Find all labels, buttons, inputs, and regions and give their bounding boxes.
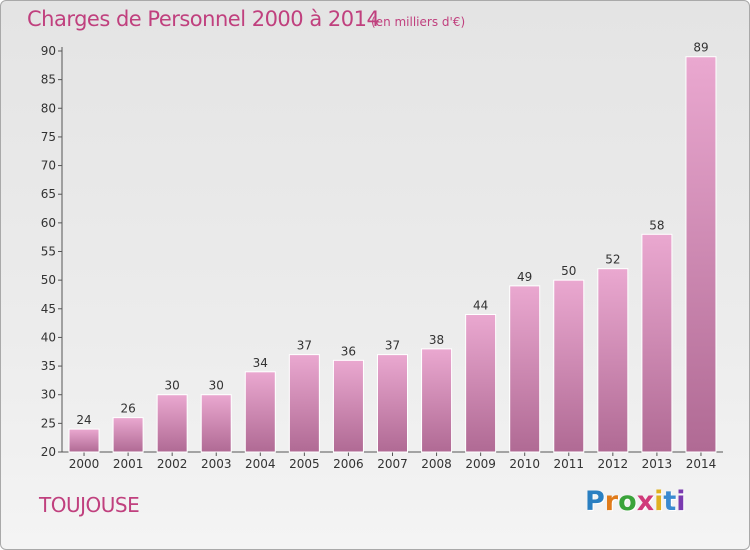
x-tick-label-2013: 2013 xyxy=(642,457,673,471)
value-label-2005: 37 xyxy=(297,339,312,353)
proxiti-logo: Proxiti xyxy=(585,486,686,517)
bar-2005 xyxy=(288,354,320,453)
x-tick-label-2009: 2009 xyxy=(465,457,496,471)
x-tick-label-2006: 2006 xyxy=(333,457,364,471)
logo-letter: t xyxy=(663,486,677,517)
location-name: TOUJOUSE xyxy=(39,493,140,517)
x-tick-label-2008: 2008 xyxy=(421,457,452,471)
chart-bars xyxy=(68,56,717,453)
bar-2008 xyxy=(421,348,453,453)
y-tick-label: 50 xyxy=(41,273,56,287)
y-tick-label: 85 xyxy=(41,73,56,87)
y-tick-label: 90 xyxy=(41,44,56,58)
bar-2014 xyxy=(685,56,717,453)
bar-2001 xyxy=(112,417,144,453)
x-tick-label-2000: 2000 xyxy=(69,457,100,471)
x-tick-label-2004: 2004 xyxy=(245,457,276,471)
y-tick-label: 35 xyxy=(41,359,56,373)
bar-2013 xyxy=(641,233,673,453)
bar-2011 xyxy=(553,279,585,453)
value-label-2004: 34 xyxy=(253,356,268,370)
bar-2000 xyxy=(68,428,100,453)
value-label-2007: 37 xyxy=(385,339,400,353)
bar-2002 xyxy=(156,394,188,453)
logo-letter: r xyxy=(604,486,619,517)
x-tick-label-2001: 2001 xyxy=(113,457,144,471)
logo-letter: P xyxy=(585,486,605,517)
value-label-2002: 30 xyxy=(165,379,180,393)
logo-letter: i xyxy=(676,486,686,517)
value-label-2000: 24 xyxy=(76,413,91,427)
value-label-2001: 26 xyxy=(120,402,135,416)
value-label-2014: 89 xyxy=(693,41,708,55)
y-tick-label: 45 xyxy=(41,302,56,316)
value-label-2006: 36 xyxy=(341,344,356,358)
logo-letter: i xyxy=(654,486,664,517)
y-tick-label: 30 xyxy=(41,388,56,402)
x-tick-label-2005: 2005 xyxy=(289,457,320,471)
value-label-2010: 49 xyxy=(517,270,532,284)
logo-letter: x xyxy=(636,486,655,517)
x-tick-label-2003: 2003 xyxy=(201,457,232,471)
value-label-2013: 58 xyxy=(649,218,664,232)
x-tick-label-2014: 2014 xyxy=(686,457,717,471)
value-label-2009: 44 xyxy=(473,299,488,313)
bar-2012 xyxy=(597,268,629,453)
y-tick-label: 65 xyxy=(41,187,56,201)
bar-2003 xyxy=(200,394,232,453)
value-label-2011: 50 xyxy=(561,264,576,278)
x-tick-label-2012: 2012 xyxy=(598,457,629,471)
chart-labels: 20 25 30 35 40 45 50 55 60 65 70 75 80 85 90 24 2000 26 20… xyxy=(41,41,717,471)
bar-2007 xyxy=(377,354,408,453)
bar-2010 xyxy=(509,285,541,453)
y-tick-label: 70 xyxy=(41,159,56,173)
y-tick-label: 40 xyxy=(41,330,56,344)
y-tick-label: 25 xyxy=(41,416,56,430)
x-tick-label-2002: 2002 xyxy=(157,457,188,471)
logo-letter: o xyxy=(618,486,637,517)
chart-title: Charges de Personnel 2000 à 2014 xyxy=(27,7,380,31)
y-tick-label: 60 xyxy=(41,216,56,230)
y-tick-label: 55 xyxy=(41,245,56,259)
y-tick-label: 75 xyxy=(41,130,56,144)
value-label-2008: 38 xyxy=(429,333,444,347)
bar-2009 xyxy=(465,314,497,453)
x-tick-label-2011: 2011 xyxy=(553,457,584,471)
y-tick-label: 80 xyxy=(41,101,56,115)
bar-2006 xyxy=(332,359,364,453)
value-label-2012: 52 xyxy=(605,253,620,267)
y-tick-label: 20 xyxy=(41,445,56,459)
chart-subtitle: (en milliers d'€) xyxy=(371,15,466,29)
x-tick-label-2010: 2010 xyxy=(509,457,540,471)
x-tick-label-2007: 2007 xyxy=(377,457,408,471)
bar-2004 xyxy=(244,371,276,453)
value-label-2003: 30 xyxy=(209,379,224,393)
